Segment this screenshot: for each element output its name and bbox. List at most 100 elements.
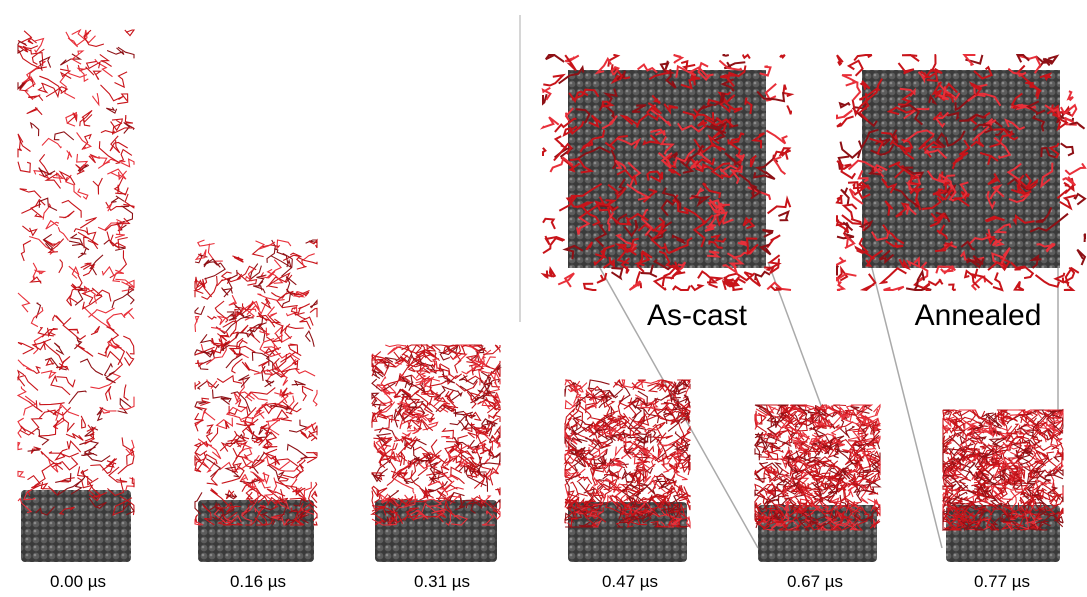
chain [213, 389, 231, 402]
chain [195, 360, 202, 366]
chain [723, 55, 729, 56]
chain [257, 315, 280, 322]
chain [125, 30, 134, 36]
chain [589, 380, 610, 389]
chain [82, 454, 94, 456]
time-label: 0.31 µs [414, 572, 470, 591]
chain [778, 212, 788, 221]
chain [619, 400, 638, 406]
chain [453, 354, 466, 362]
chain [69, 241, 89, 253]
chain [46, 174, 60, 189]
inset-view [837, 55, 1085, 290]
chain [18, 471, 25, 477]
chain [275, 492, 285, 496]
chain [743, 55, 750, 59]
chain [207, 425, 213, 433]
chain [207, 427, 218, 441]
inset-label: As-cast [647, 299, 748, 332]
chain [302, 386, 313, 401]
chain [644, 400, 652, 411]
inset-view [543, 55, 791, 290]
chain [198, 240, 215, 246]
chain [118, 399, 131, 413]
chain [1062, 487, 1063, 495]
chain [404, 380, 425, 391]
chain [832, 427, 842, 435]
chain [837, 195, 842, 203]
snapshot [195, 240, 317, 562]
chain [59, 211, 74, 218]
chain [232, 256, 243, 262]
chain [97, 408, 103, 421]
chain [1036, 275, 1060, 287]
chain [69, 266, 79, 278]
chain [1068, 91, 1073, 100]
chain [76, 345, 93, 357]
chain [1077, 250, 1085, 265]
chain [854, 55, 872, 61]
chain [768, 199, 791, 214]
inset-substrate [862, 70, 1060, 268]
chain [195, 306, 205, 314]
chain [80, 218, 96, 228]
chain [81, 416, 85, 428]
chain [227, 407, 247, 417]
chain [21, 200, 45, 214]
chain [837, 266, 838, 276]
chain [884, 287, 904, 290]
chain [314, 522, 317, 525]
snapshot [372, 345, 500, 562]
chain [102, 459, 117, 471]
chain [18, 360, 34, 372]
chain [310, 301, 317, 308]
chain [93, 93, 99, 105]
chain [630, 281, 641, 290]
chain [257, 275, 267, 286]
chain [22, 226, 36, 235]
chain [282, 388, 288, 397]
chain [837, 257, 846, 264]
chain [869, 492, 878, 494]
chain [267, 240, 275, 263]
chain [543, 75, 563, 85]
chain [597, 273, 606, 283]
chain [78, 253, 86, 258]
chain [673, 286, 690, 290]
chain [1015, 282, 1024, 291]
chain [1056, 273, 1065, 282]
chain [611, 268, 622, 278]
chain [229, 295, 237, 305]
chain [18, 376, 38, 391]
chain [1061, 143, 1073, 155]
chain [204, 259, 221, 267]
chain [67, 150, 72, 159]
chain [1085, 234, 1086, 243]
chain [207, 316, 216, 319]
chain [292, 381, 306, 386]
chain [37, 429, 48, 446]
snapshot [565, 380, 690, 562]
chain [59, 260, 63, 273]
chain [28, 476, 41, 488]
chain [63, 318, 86, 340]
time-label: 0.67 µs [787, 572, 843, 591]
chain [221, 398, 230, 404]
chain [27, 107, 42, 114]
chain [1060, 195, 1076, 208]
chain [928, 279, 942, 285]
chain [107, 314, 125, 327]
chain [111, 196, 124, 203]
chain [31, 204, 42, 217]
chain [94, 71, 101, 80]
chain [196, 249, 206, 259]
chain [543, 148, 545, 156]
chain [111, 338, 124, 365]
chain [56, 404, 79, 421]
chain [543, 88, 550, 100]
chain [780, 55, 785, 58]
chain [478, 400, 497, 413]
time-label: 0.47 µs [602, 572, 658, 591]
chain [948, 285, 956, 291]
chain [252, 352, 268, 366]
